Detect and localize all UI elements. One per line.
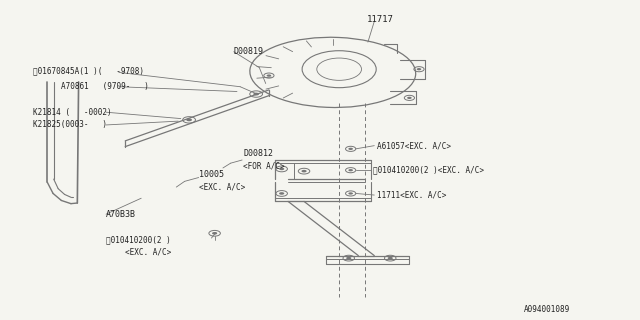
Text: <EXC. A/C>: <EXC. A/C>: [125, 248, 172, 257]
Text: 11711<EXC. A/C>: 11711<EXC. A/C>: [378, 190, 447, 200]
Text: <FOR A/C>: <FOR A/C>: [243, 162, 285, 171]
Text: 10005: 10005: [198, 170, 223, 179]
Text: 11717: 11717: [367, 15, 394, 24]
Text: <EXC. A/C>: <EXC. A/C>: [198, 183, 245, 192]
Text: D00819: D00819: [234, 47, 264, 56]
Text: A70B3B: A70B3B: [106, 210, 136, 219]
Text: ⒲010410200(2 )<EXC. A/C>: ⒲010410200(2 )<EXC. A/C>: [373, 166, 484, 175]
Circle shape: [348, 148, 353, 150]
Text: A094001089: A094001089: [524, 305, 571, 314]
Circle shape: [267, 75, 271, 77]
Text: K21825(0003-   ): K21825(0003- ): [33, 120, 107, 130]
Circle shape: [348, 192, 353, 195]
Circle shape: [346, 257, 351, 260]
Circle shape: [417, 68, 421, 70]
Text: D00812: D00812: [243, 149, 273, 158]
Circle shape: [388, 257, 393, 260]
Circle shape: [253, 92, 259, 95]
Text: A61057<EXC. A/C>: A61057<EXC. A/C>: [378, 141, 451, 150]
Text: A70861   (9709-   ): A70861 (9709- ): [61, 82, 149, 91]
Circle shape: [301, 170, 307, 172]
Text: K21814 (   -0002): K21814 ( -0002): [33, 108, 111, 117]
Circle shape: [212, 232, 217, 235]
Circle shape: [348, 169, 353, 171]
Circle shape: [279, 192, 284, 195]
Circle shape: [186, 118, 192, 121]
Text: ⒲01670845A(1 )(   -9708): ⒲01670845A(1 )( -9708): [33, 66, 143, 75]
Circle shape: [279, 168, 284, 170]
Circle shape: [407, 97, 412, 99]
Text: ⒲010410200(2 ): ⒲010410200(2 ): [106, 235, 171, 244]
